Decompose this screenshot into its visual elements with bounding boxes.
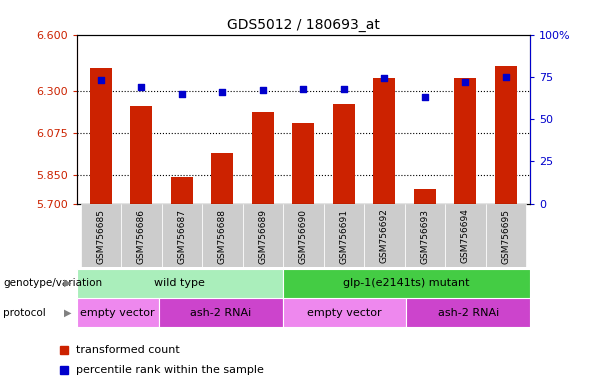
Point: [177, 91, 187, 97]
Bar: [283, 298, 406, 327]
Bar: [283, 269, 530, 298]
Text: ▶: ▶: [64, 278, 71, 288]
Text: genotype/variation: genotype/variation: [3, 278, 102, 288]
Bar: [405, 204, 445, 267]
Text: wild type: wild type: [154, 278, 205, 288]
Text: protocol: protocol: [3, 308, 46, 318]
Bar: [373, 78, 395, 204]
Bar: [252, 111, 274, 204]
Bar: [333, 104, 355, 204]
Point: [96, 77, 105, 83]
Bar: [454, 78, 477, 204]
Point: [218, 89, 227, 95]
Point: [420, 94, 429, 100]
Bar: [445, 204, 485, 267]
Bar: [90, 68, 112, 204]
Bar: [77, 269, 283, 298]
Text: percentile rank within the sample: percentile rank within the sample: [77, 365, 264, 375]
Point: [137, 84, 146, 90]
Bar: [283, 204, 323, 267]
Point: [299, 86, 308, 92]
Text: transformed count: transformed count: [77, 345, 180, 355]
Bar: [171, 177, 193, 204]
Bar: [413, 189, 436, 204]
Text: GSM756694: GSM756694: [461, 209, 470, 263]
Point: [339, 86, 349, 92]
Text: ▶: ▶: [64, 308, 71, 318]
Bar: [77, 298, 159, 327]
Text: GSM756693: GSM756693: [421, 209, 429, 263]
Bar: [243, 204, 283, 267]
Text: GSM756685: GSM756685: [97, 209, 105, 263]
Bar: [159, 298, 283, 327]
Text: GSM756689: GSM756689: [259, 209, 267, 263]
Text: GSM756695: GSM756695: [501, 209, 510, 263]
Bar: [81, 204, 121, 267]
Point: [461, 79, 470, 85]
Bar: [161, 204, 202, 267]
Bar: [202, 204, 243, 267]
Text: glp-1(e2141ts) mutant: glp-1(e2141ts) mutant: [343, 278, 469, 288]
Point: [380, 75, 389, 81]
Bar: [406, 298, 530, 327]
Bar: [495, 66, 517, 204]
Bar: [211, 153, 233, 204]
Bar: [292, 123, 315, 204]
Point: [258, 87, 267, 93]
Text: GSM756686: GSM756686: [137, 209, 146, 263]
Title: GDS5012 / 180693_at: GDS5012 / 180693_at: [227, 18, 380, 32]
Text: GSM756687: GSM756687: [177, 209, 186, 263]
Bar: [130, 106, 153, 204]
Text: GSM756692: GSM756692: [380, 209, 389, 263]
Bar: [323, 204, 364, 267]
Text: GSM756688: GSM756688: [218, 209, 227, 263]
Text: GSM756691: GSM756691: [339, 209, 348, 263]
Text: empty vector: empty vector: [81, 308, 155, 318]
Bar: [364, 204, 405, 267]
Bar: [121, 204, 161, 267]
Bar: [485, 204, 526, 267]
Point: [501, 74, 511, 80]
Text: empty vector: empty vector: [307, 308, 382, 318]
Text: GSM756690: GSM756690: [299, 209, 308, 263]
Text: ash-2 RNAi: ash-2 RNAi: [190, 308, 252, 318]
Text: ash-2 RNAi: ash-2 RNAi: [438, 308, 499, 318]
